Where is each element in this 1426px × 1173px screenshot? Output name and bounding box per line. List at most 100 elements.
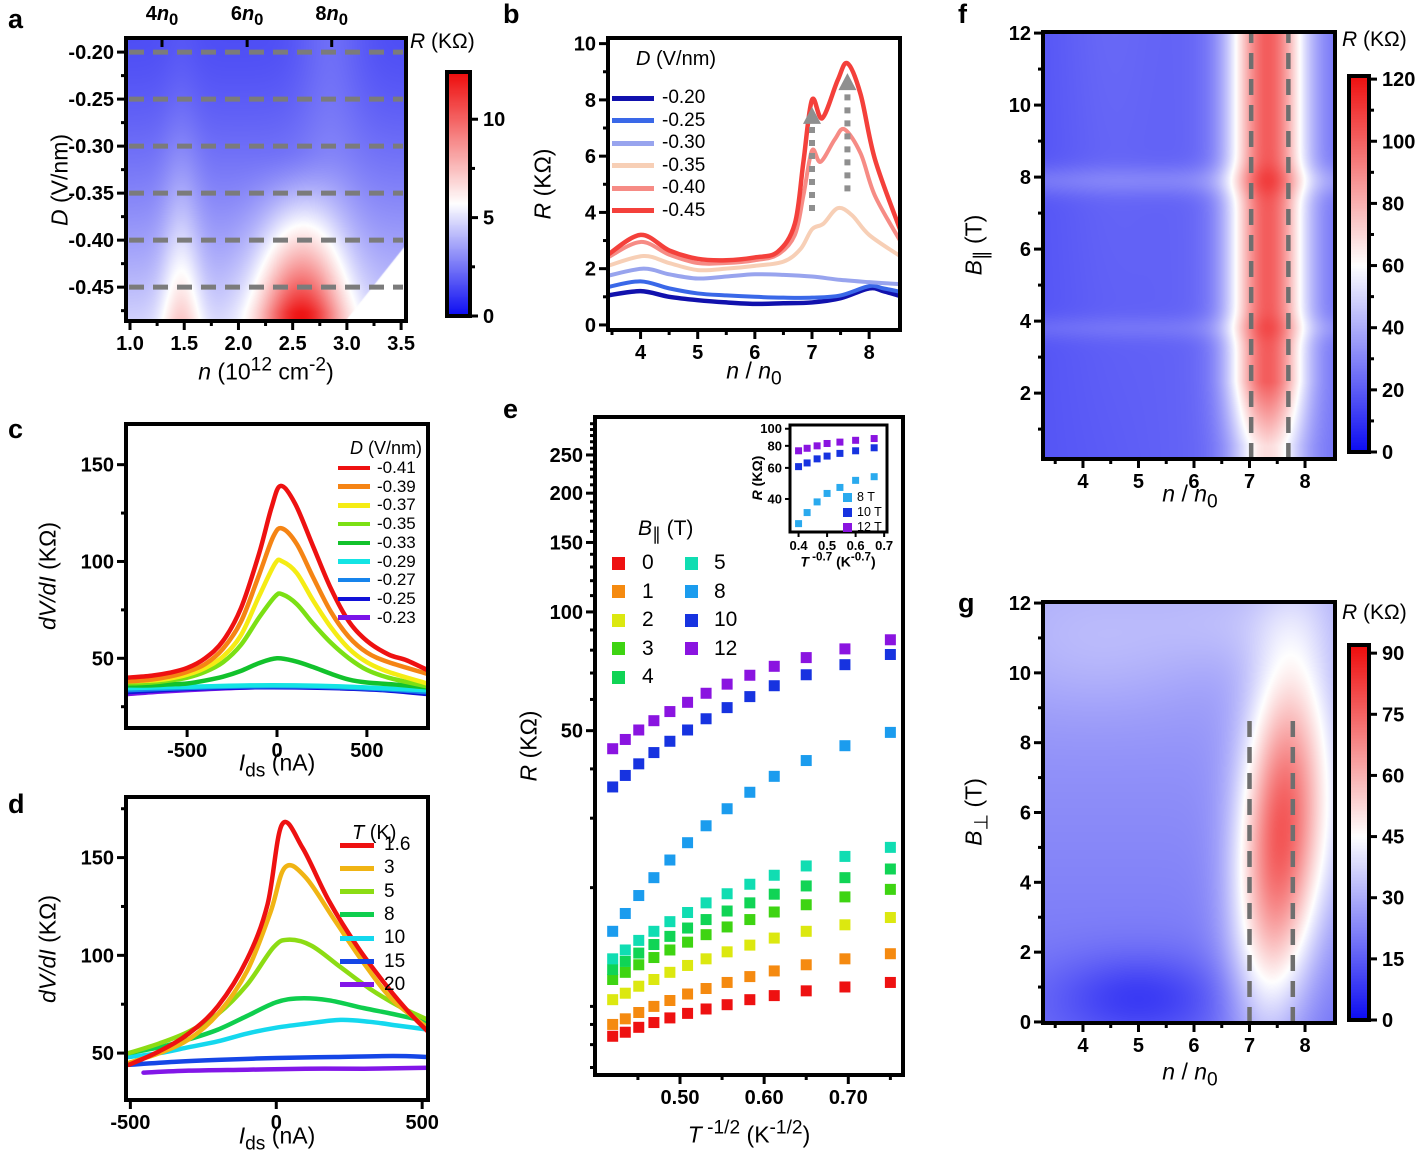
marker-e-inset-10 T <box>813 455 821 463</box>
tick-label: 100 <box>81 945 114 967</box>
legend-swatch <box>612 556 625 570</box>
tick-label: -0.40 <box>68 230 114 252</box>
marker-e-3 <box>682 936 694 948</box>
marker-e-4 <box>700 914 712 926</box>
marker-e-inset-8 T <box>823 489 831 497</box>
tick-label: 90 <box>1382 643 1404 665</box>
legend-label: 8 <box>714 579 726 603</box>
marker-e-8 <box>607 925 619 937</box>
tick-label: 6 <box>749 342 760 364</box>
panel-letter-f: f <box>958 0 967 29</box>
panel-f-xlabel: n / n0 <box>1162 480 1218 513</box>
marker-e-1 <box>744 971 756 983</box>
marker-e-5 <box>768 869 780 881</box>
tick-label: 4 <box>1077 1035 1089 1057</box>
legend-label: -0.35 <box>377 514 416 534</box>
panel-d-ylabel: dV/dI (KΩ) <box>34 895 61 1003</box>
tick-label: 0.7 <box>875 538 893 553</box>
marker-e-10 <box>800 669 812 681</box>
legend-swatch <box>685 613 698 627</box>
curve-d-15 <box>126 1053 428 1068</box>
legend-swatch <box>338 540 370 546</box>
marker-e-10 <box>884 648 896 660</box>
marker-e-5 <box>633 934 645 946</box>
panel-b-legend-title: D (V/nm) <box>636 48 717 70</box>
legend-label: 5 <box>714 551 726 574</box>
marker-e-8 <box>648 872 660 884</box>
tick-label: 500 <box>350 740 383 762</box>
panel-g-xlabel: n / n0 <box>1162 1058 1218 1091</box>
marker-e-2 <box>664 966 676 978</box>
tick-label: 50 <box>92 1043 114 1065</box>
marker-e-4 <box>721 905 733 917</box>
tick-label: 5 <box>1133 471 1144 493</box>
curve-c--0.41 <box>126 483 428 680</box>
legend-label: -0.30 <box>662 132 706 153</box>
marker-e-2 <box>744 939 756 951</box>
marker-e-2 <box>800 925 812 937</box>
marker-e-0 <box>633 1021 645 1033</box>
marker-e-inset-12 T <box>836 438 844 446</box>
legend-label: 3 <box>642 636 654 660</box>
legend-swatch <box>338 559 370 564</box>
marker-e-12 <box>619 733 631 745</box>
legend-label: -0.39 <box>377 476 416 496</box>
legend-swatch <box>338 577 370 583</box>
legend-swatch <box>685 642 698 655</box>
tick-label: 60 <box>1382 256 1404 278</box>
marker-e-12 <box>800 652 812 664</box>
legend-swatch <box>340 865 374 871</box>
legend-label: -0.33 <box>377 532 416 552</box>
marker-e-12 <box>648 715 660 727</box>
marker-e-4 <box>744 897 756 909</box>
tick-label: 60 <box>1382 765 1404 787</box>
colorbar-frame-a <box>445 70 472 318</box>
marker-e-8 <box>839 740 851 752</box>
tick-label: 100 <box>81 551 114 573</box>
marker-e-10 <box>664 735 676 747</box>
tick-label: 0.70 <box>829 1087 868 1109</box>
legend-label: -0.20 <box>662 87 706 108</box>
legend-swatch <box>340 959 374 964</box>
marker-e-inset-12 T <box>813 442 821 450</box>
tick-label: -500 <box>167 740 207 762</box>
legend-label: -0.27 <box>377 570 416 590</box>
curve-c--0.35 <box>126 591 428 689</box>
legend-label: 4 <box>642 665 654 688</box>
tick-label: 10 <box>1009 663 1031 685</box>
marker-e-12 <box>633 724 645 736</box>
marker-e-inset-12 T <box>803 444 811 452</box>
marker-e-4 <box>664 930 676 942</box>
tick-label: 8 <box>585 90 596 112</box>
legend-swatch <box>338 484 370 489</box>
marker-e-8 <box>619 907 631 919</box>
legend-swatch <box>612 95 654 101</box>
tick-label: -0.45 <box>68 277 114 299</box>
marker-e-1 <box>607 1018 619 1030</box>
panel-letter-g: g <box>958 588 975 618</box>
marker-e-4 <box>682 922 694 934</box>
marker-e-3 <box>768 906 780 918</box>
tick-label: 20 <box>1382 380 1404 402</box>
top-axis-label: 8n0 <box>315 3 349 29</box>
tick-label: 1.0 <box>116 333 144 355</box>
tick-label: 45 <box>1382 827 1404 849</box>
marker-e-1 <box>768 965 780 977</box>
tick-label: 100 <box>550 602 583 624</box>
marker-e-8 <box>664 854 676 866</box>
marker-e-inset-12 T <box>823 439 831 447</box>
marker-e-2 <box>768 932 780 944</box>
tick-label: 2 <box>1020 383 1031 405</box>
legend-swatch <box>340 935 374 941</box>
legend-swatch <box>338 521 370 527</box>
curve-c--0.33 <box>126 656 428 690</box>
legend-swatch <box>612 208 654 213</box>
tick-label: 60 <box>768 460 782 475</box>
tick-label: 6 <box>1020 239 1031 261</box>
marker-e-5 <box>682 906 694 918</box>
panel-g-colorbar-title: R (KΩ) <box>1342 601 1407 624</box>
legend-swatch <box>612 118 654 123</box>
marker-e-4 <box>884 863 896 875</box>
